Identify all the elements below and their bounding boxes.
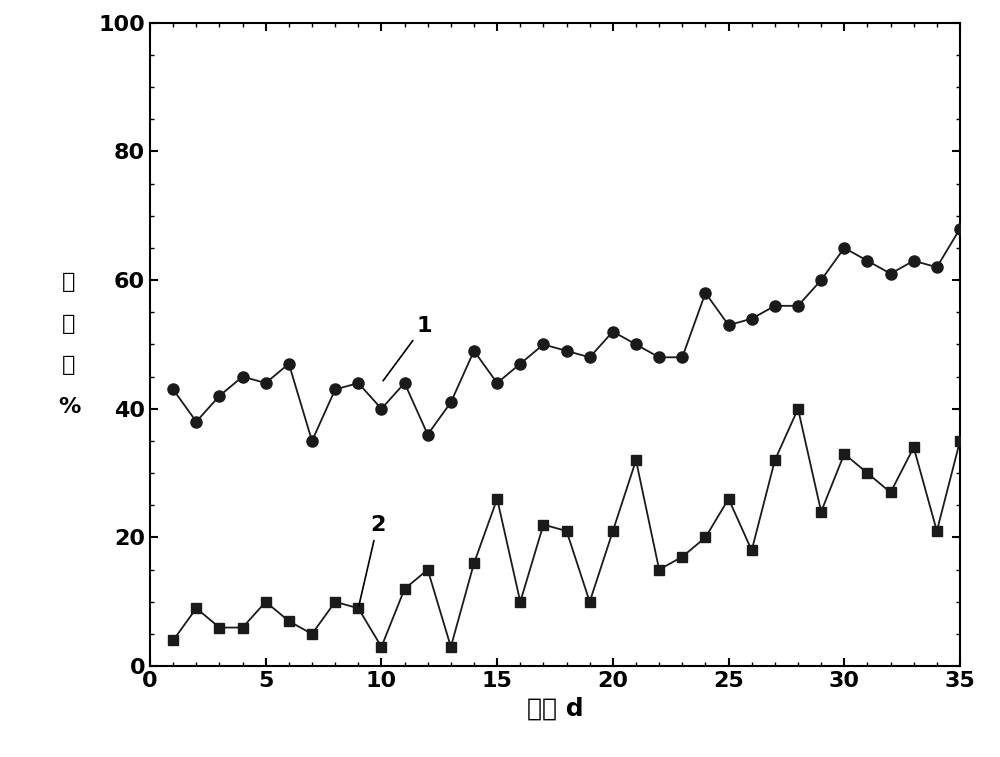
Text: 率: 率 bbox=[62, 355, 76, 375]
Text: 2: 2 bbox=[359, 515, 385, 606]
Text: 1: 1 bbox=[383, 316, 432, 381]
Text: %: % bbox=[58, 397, 80, 417]
Text: 去: 去 bbox=[62, 272, 76, 291]
Text: 除: 除 bbox=[62, 313, 76, 334]
X-axis label: 时间 d: 时间 d bbox=[527, 696, 583, 721]
